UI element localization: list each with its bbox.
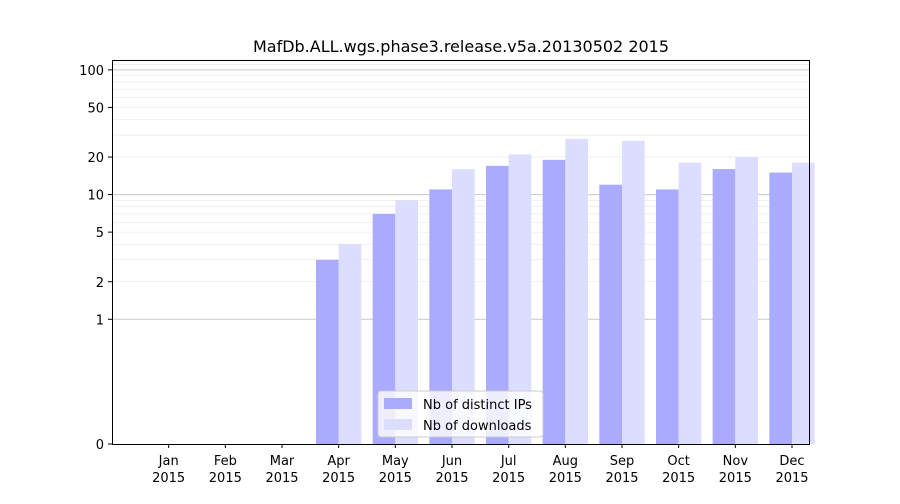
- bar-distinct-ips: [769, 172, 792, 444]
- legend: Nb of distinct IPs Nb of downloads: [377, 390, 544, 438]
- x-tick-label-month: Nov: [723, 454, 749, 469]
- bar-downloads: [452, 169, 475, 444]
- x-tick-label-year: 2015: [719, 471, 752, 486]
- x-tick-label-year: 2015: [662, 471, 695, 486]
- y-tick-label: 50: [87, 101, 104, 116]
- y-tick-label: 2: [96, 276, 104, 291]
- x-tick-label-month: Mar: [270, 454, 295, 469]
- x-tick-label-year: 2015: [549, 471, 582, 486]
- bar-downloads: [395, 200, 418, 444]
- bar-downloads: [735, 157, 758, 444]
- x-tick-label-year: 2015: [322, 471, 355, 486]
- bar-distinct-ips: [599, 184, 622, 444]
- bar-distinct-ips: [712, 169, 736, 444]
- x-tick-label-month: Oct: [667, 454, 689, 469]
- y-tick-label: 5: [96, 226, 104, 241]
- x-tick-label-month: Dec: [779, 454, 804, 469]
- x-axis: Jan 2015 Feb 2015 Mar 2015 Apr 2015 May 2015 Jun 20…: [152, 444, 809, 486]
- bar-downloads: [565, 138, 588, 444]
- y-tick-label: 1: [96, 313, 104, 328]
- x-tick-label-year: 2015: [265, 471, 298, 486]
- bar-distinct-ips: [316, 259, 339, 444]
- legend-label: Nb of distinct IPs: [423, 398, 532, 413]
- x-tick-label-year: 2015: [152, 471, 185, 486]
- bar-downloads: [338, 244, 362, 444]
- bar-downloads: [678, 162, 702, 444]
- y-tick-label: 100: [79, 64, 104, 79]
- bar-downloads: [792, 162, 815, 444]
- bars: [316, 138, 815, 444]
- x-tick-label-month: Jul: [500, 454, 517, 469]
- bar-downloads: [622, 140, 645, 444]
- x-tick-label-month: Sep: [610, 454, 635, 469]
- x-tick-label-year: 2015: [209, 471, 242, 486]
- x-tick-label-year: 2015: [605, 471, 638, 486]
- x-tick-label-month: Jun: [441, 454, 462, 469]
- y-tick-label: 10: [87, 189, 104, 204]
- x-tick-label-month: Apr: [327, 454, 350, 469]
- x-tick-label-month: Feb: [214, 454, 237, 469]
- plot-frame: [112, 60, 810, 445]
- x-tick-label-month: Jan: [158, 454, 179, 469]
- bar-distinct-ips: [372, 213, 396, 444]
- legend-label: Nb of downloads: [423, 419, 532, 434]
- x-tick-label-year: 2015: [379, 471, 412, 486]
- chart-title: MafDb.ALL.wgs.phase3.release.v5a.2013050…: [253, 37, 669, 56]
- legend-box: [377, 390, 544, 438]
- x-tick-label-year: 2015: [435, 471, 468, 486]
- legend-swatch: [384, 398, 412, 409]
- x-tick-label-month: May: [382, 454, 409, 469]
- x-tick-label-month: Aug: [553, 454, 578, 469]
- bar-distinct-ips: [542, 159, 566, 444]
- y-axis: 0 1 2 5 10 20 50 100: [79, 64, 112, 453]
- bar-distinct-ips: [486, 165, 509, 444]
- bar-distinct-ips: [656, 189, 679, 444]
- x-tick-label-year: 2015: [775, 471, 808, 486]
- x-tick-label-year: 2015: [492, 471, 525, 486]
- y-tick-label: 0: [96, 438, 104, 453]
- bar-distinct-ips: [429, 189, 452, 444]
- bar-downloads: [508, 154, 532, 444]
- legend-swatch: [384, 419, 412, 430]
- y-tick-label: 20: [87, 151, 104, 166]
